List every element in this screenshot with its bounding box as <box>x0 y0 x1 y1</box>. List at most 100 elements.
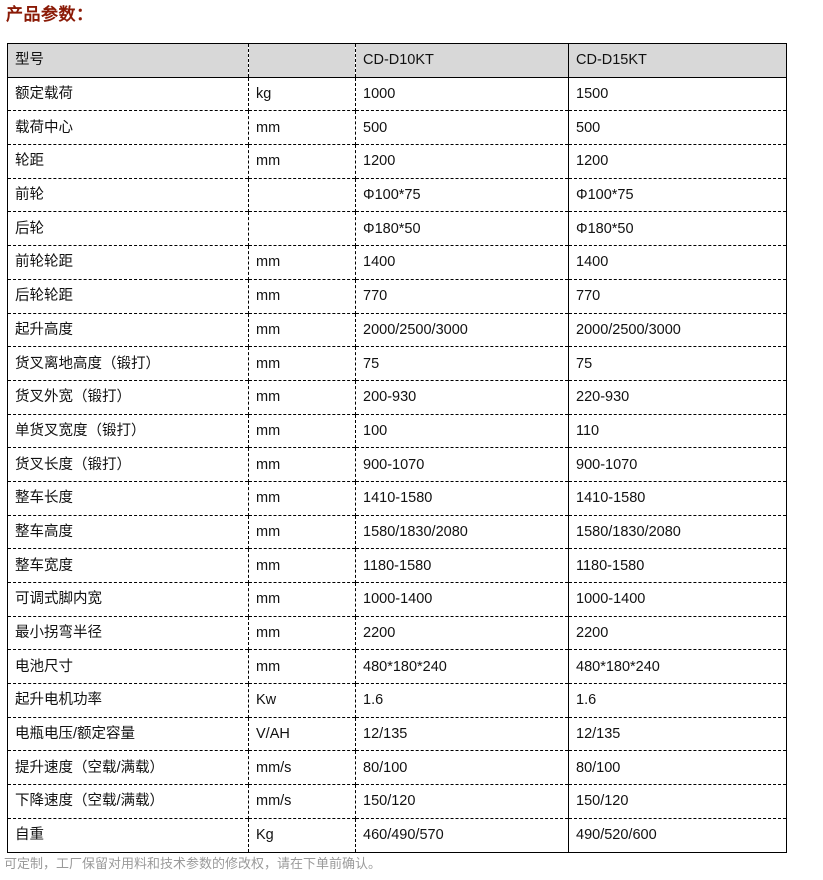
cell-parameter-name: 货叉外宽（锻打） <box>7 379 249 415</box>
cell-model-b-value: Φ180*50 <box>568 211 787 246</box>
table-row: 电池尺寸 mm 480*180*240 480*180*240 <box>7 649 787 684</box>
cell-unit: kg <box>248 76 356 111</box>
table-row: 电瓶电压/额定容量 V/AH 12/135 12/135 <box>7 716 787 751</box>
cell-unit: mm <box>248 548 356 583</box>
cell-unit: mm <box>248 514 356 549</box>
cell-unit: mm <box>248 245 356 280</box>
table-row: 整车长度 mm 1410-1580 1410-1580 <box>7 480 787 516</box>
spec-table-container: 型号 CD-D10KT CD-D15KT 额定载荷 kg 1000 1500 载荷中心 m… <box>7 43 787 853</box>
cell-unit: mm <box>248 110 356 145</box>
table-row: 最小拐弯半径 mm 2200 2200 <box>7 615 787 650</box>
cell-model-b-value: Φ100*75 <box>568 177 787 212</box>
cell-model-a-value: 75 <box>355 346 569 381</box>
table-row: 自重 Kg 460/490/570 490/520/600 <box>7 817 787 852</box>
cell-parameter-name: 整车宽度 <box>7 548 249 583</box>
table-header-row: 型号 CD-D10KT CD-D15KT <box>7 43 787 78</box>
table-row: 单货叉宽度（锻打） mm 100 110 <box>7 413 787 448</box>
cell-model-a-value: 1000-1400 <box>355 582 569 617</box>
cell-model-a-value: 1200 <box>355 144 569 179</box>
cell-model-a-value: 1410-1580 <box>355 480 569 516</box>
column-header-name: 型号 <box>7 43 249 78</box>
cell-unit: Kg <box>248 817 356 852</box>
table-row: 载荷中心 mm 500 500 <box>7 110 787 145</box>
cell-unit: mm/s <box>248 750 356 785</box>
cell-unit: mm <box>248 346 356 381</box>
cell-model-b-value: 2000/2500/3000 <box>568 312 787 347</box>
table-row: 轮距 mm 1200 1200 <box>7 144 787 179</box>
table-row: 后轮 Φ180*50 Φ180*50 <box>7 211 787 246</box>
table-header: 型号 CD-D10KT CD-D15KT <box>7 43 787 78</box>
cell-model-b-value: 80/100 <box>568 750 787 785</box>
cell-parameter-name: 整车长度 <box>7 480 249 516</box>
cell-parameter-name: 整车高度 <box>7 514 249 549</box>
cell-model-a-value: Φ100*75 <box>355 177 569 212</box>
cell-parameter-name: 电池尺寸 <box>7 649 249 684</box>
cell-parameter-name: 后轮轮距 <box>7 278 249 313</box>
cell-parameter-name: 轮距 <box>7 144 249 179</box>
cell-model-b-value: 110 <box>568 413 787 448</box>
cell-model-b-value: 1180-1580 <box>568 548 787 583</box>
table-row: 货叉外宽（锻打） mm 200-930 220-930 <box>7 379 787 415</box>
table-row: 起升电机功率 Kw 1.6 1.6 <box>7 683 787 718</box>
cell-unit: mm <box>248 144 356 179</box>
cell-model-b-value: 900-1070 <box>568 447 787 482</box>
cell-model-a-value: 1400 <box>355 245 569 280</box>
cell-model-a-value: 1580/1830/2080 <box>355 514 569 549</box>
table-row: 货叉长度（锻打） mm 900-1070 900-1070 <box>7 447 787 482</box>
cell-model-a-value: 2200 <box>355 615 569 650</box>
cell-model-b-value: 1400 <box>568 245 787 280</box>
cell-parameter-name: 可调式脚内宽 <box>7 582 249 617</box>
cell-model-a-value: 460/490/570 <box>355 817 569 852</box>
cell-unit: mm <box>248 582 356 617</box>
cell-parameter-name: 自重 <box>7 817 249 852</box>
cell-model-b-value: 770 <box>568 278 787 313</box>
cell-model-b-value: 500 <box>568 110 787 145</box>
cell-parameter-name: 货叉长度（锻打） <box>7 447 249 482</box>
cell-model-a-value: 900-1070 <box>355 447 569 482</box>
cell-model-b-value: 2200 <box>568 615 787 650</box>
table-row: 整车宽度 mm 1180-1580 1180-1580 <box>7 548 787 583</box>
table-row: 后轮轮距 mm 770 770 <box>7 278 787 313</box>
cell-model-b-value: 1410-1580 <box>568 480 787 516</box>
table-row: 前轮轮距 mm 1400 1400 <box>7 245 787 280</box>
cell-model-a-value: Φ180*50 <box>355 211 569 246</box>
cell-unit: mm <box>248 379 356 415</box>
cell-unit: mm <box>248 278 356 313</box>
cell-model-a-value: 1000 <box>355 76 569 111</box>
cell-model-b-value: 75 <box>568 346 787 381</box>
cell-unit <box>248 177 356 212</box>
cell-model-b-value: 1200 <box>568 144 787 179</box>
cell-model-a-value: 500 <box>355 110 569 145</box>
table-row: 起升高度 mm 2000/2500/3000 2000/2500/3000 <box>7 312 787 347</box>
cell-model-b-value: 220-930 <box>568 379 787 415</box>
column-header-model-b: CD-D15KT <box>568 43 787 78</box>
cell-parameter-name: 货叉离地高度（锻打） <box>7 346 249 381</box>
table-row: 整车高度 mm 1580/1830/2080 1580/1830/2080 <box>7 514 787 549</box>
table-body: 额定载荷 kg 1000 1500 载荷中心 mm 500 500 轮距 mm 1200 1200 前轮… <box>7 76 787 852</box>
cell-unit: mm <box>248 480 356 516</box>
cell-model-b-value: 1580/1830/2080 <box>568 514 787 549</box>
cell-unit: Kw <box>248 683 356 718</box>
cell-parameter-name: 单货叉宽度（锻打） <box>7 413 249 448</box>
cell-parameter-name: 提升速度（空载/满载） <box>7 750 249 785</box>
page-title: 产品参数： <box>6 5 94 24</box>
cell-unit <box>248 211 356 246</box>
cell-model-a-value: 1.6 <box>355 683 569 718</box>
cell-parameter-name: 起升电机功率 <box>7 683 249 718</box>
cell-unit: mm <box>248 615 356 650</box>
cell-unit: mm <box>248 649 356 684</box>
cell-parameter-name: 最小拐弯半径 <box>7 615 249 650</box>
table-row: 额定载荷 kg 1000 1500 <box>7 76 787 111</box>
cell-unit: mm/s <box>248 784 356 819</box>
cell-parameter-name: 前轮 <box>7 177 249 212</box>
footer-note: 可定制，工厂保留对用料和技术参数的修改权，请在下单前确认。 <box>4 856 382 871</box>
cell-model-b-value: 490/520/600 <box>568 817 787 852</box>
cell-model-a-value: 80/100 <box>355 750 569 785</box>
cell-unit: mm <box>248 413 356 448</box>
cell-parameter-name: 起升高度 <box>7 312 249 347</box>
cell-parameter-name: 载荷中心 <box>7 110 249 145</box>
table-row: 货叉离地高度（锻打） mm 75 75 <box>7 346 787 381</box>
cell-parameter-name: 前轮轮距 <box>7 245 249 280</box>
table-row: 可调式脚内宽 mm 1000-1400 1000-1400 <box>7 582 787 617</box>
